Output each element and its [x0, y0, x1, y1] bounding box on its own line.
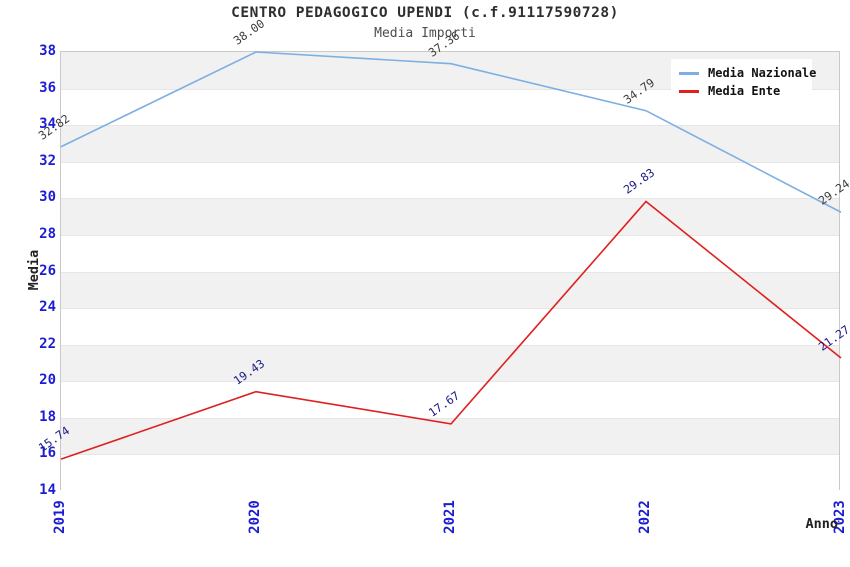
x-tick-label: 2021	[442, 500, 458, 534]
chart-title: CENTRO PEDAGOGICO UPENDI (c.f.9111759072…	[231, 5, 619, 21]
x-tick-label: 2022	[637, 500, 653, 534]
y-tick-label: 18	[39, 408, 56, 425]
grid-band	[61, 308, 839, 345]
y-tick-label: 34	[39, 116, 56, 133]
series-line-media-nazionale	[60, 51, 842, 213]
y-tick-label: 22	[39, 335, 56, 352]
grid-band	[61, 454, 839, 491]
x-tick-label: 2019	[52, 500, 68, 534]
series-lines	[60, 51, 842, 460]
chart-subtitle: Media Importi	[374, 26, 476, 41]
y-tick-label: 28	[39, 225, 56, 242]
y-tick-label: 38	[39, 43, 56, 59]
grid-band	[61, 271, 839, 309]
x-axis-title: Anno	[805, 516, 838, 532]
grid-band	[61, 161, 839, 199]
y-tick-label: 30	[39, 189, 56, 206]
grid-band	[61, 381, 839, 418]
y-tick-label: 32	[39, 152, 56, 169]
y-tick-label: 26	[39, 262, 56, 279]
y-tick-label: 24	[39, 299, 56, 316]
y-tick-label: 14	[39, 482, 56, 498]
grid-band	[61, 417, 839, 455]
grid-band	[61, 198, 839, 235]
legend-label: Media Ente	[708, 84, 781, 98]
legend: Media Nazionale Media Ente	[671, 59, 816, 106]
legend-swatch-icon	[679, 89, 699, 93]
series-line-media-ente	[60, 200, 842, 460]
grid-band	[61, 344, 839, 382]
x-tick-label: 2020	[247, 500, 263, 534]
legend-label: Media Nazionale	[708, 66, 817, 80]
y-tick-label: 36	[39, 79, 56, 96]
y-axis-title: Media	[26, 249, 42, 291]
legend-row: Media Nazionale	[679, 64, 816, 82]
y-tick-label: 16	[39, 445, 56, 462]
plot-area	[60, 51, 842, 491]
chart-page: { "chart_data": { "type": "line", "title…	[26, 5, 850, 534]
y-tick-label: 20	[39, 372, 56, 389]
legend-swatch-icon	[679, 71, 699, 75]
legend-row: Media Ente	[679, 82, 804, 100]
